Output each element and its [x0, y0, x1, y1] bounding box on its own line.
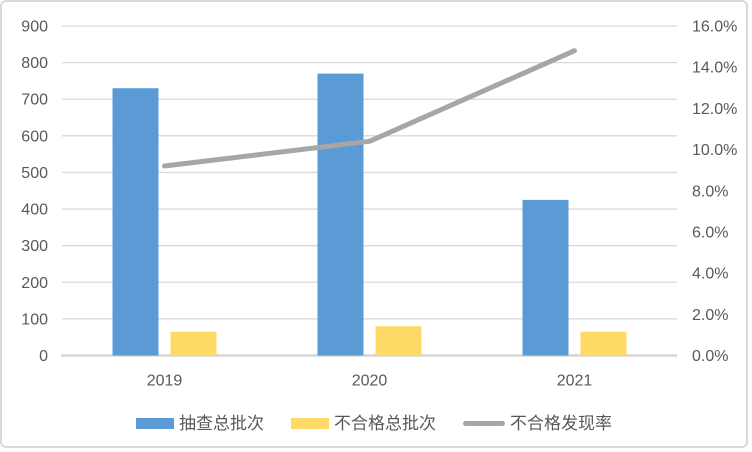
- left-axis-tick-label: 900: [21, 19, 48, 36]
- x-axis-category-label: 2020: [352, 373, 388, 390]
- bar-series1-2020[interactable]: [317, 73, 364, 356]
- legend: 抽查总批次 不合格总批次 不合格发现率: [2, 408, 746, 438]
- legend-label-unqualified-batches: 不合格总批次: [334, 413, 436, 433]
- bar-series2-2021[interactable]: [580, 331, 627, 356]
- left-axis-tick-label: 300: [21, 238, 48, 255]
- left-axis-tick-label: 800: [21, 55, 48, 72]
- legend-item-sampled-batches[interactable]: 抽查总批次: [136, 415, 264, 432]
- left-axis-tick-label: 200: [21, 275, 48, 292]
- x-axis-category-label: 2021: [557, 373, 593, 390]
- legend-swatch-gray-line: [463, 420, 505, 426]
- left-axis-tick-label: 700: [21, 92, 48, 109]
- bar-series2-2020[interactable]: [375, 326, 422, 356]
- right-axis-tick-label: 2.0%: [692, 307, 728, 324]
- left-axis-tick-label: 400: [21, 202, 48, 219]
- right-axis-tick-label: 8.0%: [692, 183, 728, 200]
- right-axis-tick-label: 0.0%: [692, 348, 728, 365]
- left-axis-tick-label: 500: [21, 165, 48, 182]
- right-axis-tick-label: 4.0%: [692, 266, 728, 283]
- left-axis-tick-label: 600: [21, 128, 48, 145]
- combo-chart-plot: 0 100 200 300 400 500 600 700 800 900 0.0% 2.0% 4.0%…: [21, 19, 737, 390]
- right-axis-tick-label: 10.0%: [692, 142, 737, 159]
- legend-item-unqualified-batches[interactable]: 不合格总批次: [291, 415, 436, 432]
- legend-item-discovery-rate[interactable]: 不合格发现率: [463, 415, 612, 432]
- right-axis-tick-label: 12.0%: [692, 101, 737, 118]
- legend-swatch-blue-bar: [136, 417, 174, 429]
- bar-series2-2019[interactable]: [170, 331, 217, 356]
- x-axis-category-label: 2019: [147, 373, 183, 390]
- right-axis-tick-label: 6.0%: [692, 224, 728, 241]
- right-axis-tick-label: 16.0%: [692, 19, 737, 36]
- right-axis-tick-label: 14.0%: [692, 60, 737, 77]
- left-axis-tick-label: 0: [39, 348, 48, 365]
- rate-line[interactable]: [162, 48, 577, 169]
- bar-series1-2021[interactable]: [522, 199, 569, 356]
- bar-series1-2019[interactable]: [112, 88, 159, 356]
- legend-label-discovery-rate: 不合格发现率: [510, 413, 612, 433]
- legend-swatch-yellow-bar: [291, 417, 329, 429]
- legend-label-sampled-batches: 抽查总批次: [179, 413, 264, 433]
- left-axis-tick-label: 100: [21, 311, 48, 328]
